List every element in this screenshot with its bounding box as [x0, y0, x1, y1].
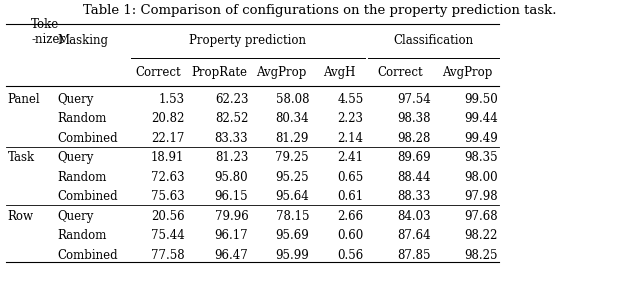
Text: AvgH: AvgH [323, 66, 355, 79]
Text: 84.03: 84.03 [397, 210, 431, 223]
Text: Panel: Panel [8, 92, 40, 106]
Text: 95.99: 95.99 [275, 249, 309, 262]
Text: 0.60: 0.60 [337, 229, 364, 242]
Text: 77.58: 77.58 [150, 249, 184, 262]
Text: Query: Query [58, 210, 94, 223]
Text: Random: Random [58, 229, 107, 242]
Text: 62.23: 62.23 [215, 92, 248, 106]
Text: 98.28: 98.28 [397, 131, 431, 145]
Text: 2.23: 2.23 [337, 112, 364, 125]
Text: 98.00: 98.00 [464, 170, 498, 184]
Text: Masking: Masking [58, 34, 109, 47]
Text: 95.25: 95.25 [275, 170, 309, 184]
Text: 95.69: 95.69 [275, 229, 309, 242]
Text: 99.49: 99.49 [464, 131, 498, 145]
Text: 79.96: 79.96 [214, 210, 248, 223]
Text: 96.47: 96.47 [214, 249, 248, 262]
Text: 2.66: 2.66 [337, 210, 364, 223]
Text: Task: Task [8, 151, 35, 164]
Text: -nizer: -nizer [31, 33, 65, 46]
Text: 99.50: 99.50 [464, 92, 498, 106]
Text: Property prediction: Property prediction [189, 34, 307, 47]
Text: 2.14: 2.14 [337, 131, 364, 145]
Text: Random: Random [58, 112, 107, 125]
Text: 87.64: 87.64 [397, 229, 431, 242]
Text: 81.29: 81.29 [276, 131, 309, 145]
Text: 20.82: 20.82 [151, 112, 184, 125]
Text: 97.98: 97.98 [464, 190, 498, 203]
Text: Query: Query [58, 151, 94, 164]
Text: 89.69: 89.69 [397, 151, 431, 164]
Text: 88.33: 88.33 [397, 190, 431, 203]
Text: 98.38: 98.38 [397, 112, 431, 125]
Text: 0.56: 0.56 [337, 249, 364, 262]
Text: Combined: Combined [58, 249, 118, 262]
Text: 78.15: 78.15 [276, 210, 309, 223]
Text: 20.56: 20.56 [150, 210, 184, 223]
Text: 4.55: 4.55 [337, 92, 364, 106]
Text: 22.17: 22.17 [151, 131, 184, 145]
Text: 95.80: 95.80 [214, 170, 248, 184]
Text: Row: Row [8, 210, 34, 223]
Text: 0.65: 0.65 [337, 170, 364, 184]
Text: 97.54: 97.54 [397, 92, 431, 106]
Text: 88.44: 88.44 [397, 170, 431, 184]
Text: 18.91: 18.91 [151, 151, 184, 164]
Text: 72.63: 72.63 [150, 170, 184, 184]
Text: 75.44: 75.44 [150, 229, 184, 242]
Text: Combined: Combined [58, 190, 118, 203]
Text: 96.17: 96.17 [214, 229, 248, 242]
Text: AvgProp: AvgProp [442, 66, 492, 79]
Text: Random: Random [58, 170, 107, 184]
Text: 0.61: 0.61 [337, 190, 364, 203]
Text: Table 1: Comparison of configurations on the property prediction task.: Table 1: Comparison of configurations on… [83, 4, 557, 18]
Text: 75.63: 75.63 [150, 190, 184, 203]
Text: 98.25: 98.25 [465, 249, 498, 262]
Text: Classification: Classification [394, 34, 474, 47]
Text: 97.68: 97.68 [464, 210, 498, 223]
Text: 87.85: 87.85 [397, 249, 431, 262]
Text: 81.23: 81.23 [215, 151, 248, 164]
Text: 79.25: 79.25 [275, 151, 309, 164]
Text: AvgProp: AvgProp [257, 66, 307, 79]
Text: 83.33: 83.33 [214, 131, 248, 145]
Text: Query: Query [58, 92, 94, 106]
Text: 82.52: 82.52 [215, 112, 248, 125]
Text: 58.08: 58.08 [276, 92, 309, 106]
Text: 2.41: 2.41 [337, 151, 364, 164]
Text: 96.15: 96.15 [214, 190, 248, 203]
Text: PropRate: PropRate [191, 66, 247, 79]
Text: 98.22: 98.22 [465, 229, 498, 242]
Text: Combined: Combined [58, 131, 118, 145]
Text: Correct: Correct [377, 66, 423, 79]
Text: 1.53: 1.53 [158, 92, 184, 106]
Text: 98.35: 98.35 [464, 151, 498, 164]
Text: Toke-: Toke- [31, 18, 63, 32]
Text: 95.64: 95.64 [275, 190, 309, 203]
Text: Correct: Correct [136, 66, 181, 79]
Text: 80.34: 80.34 [275, 112, 309, 125]
Text: 99.44: 99.44 [464, 112, 498, 125]
